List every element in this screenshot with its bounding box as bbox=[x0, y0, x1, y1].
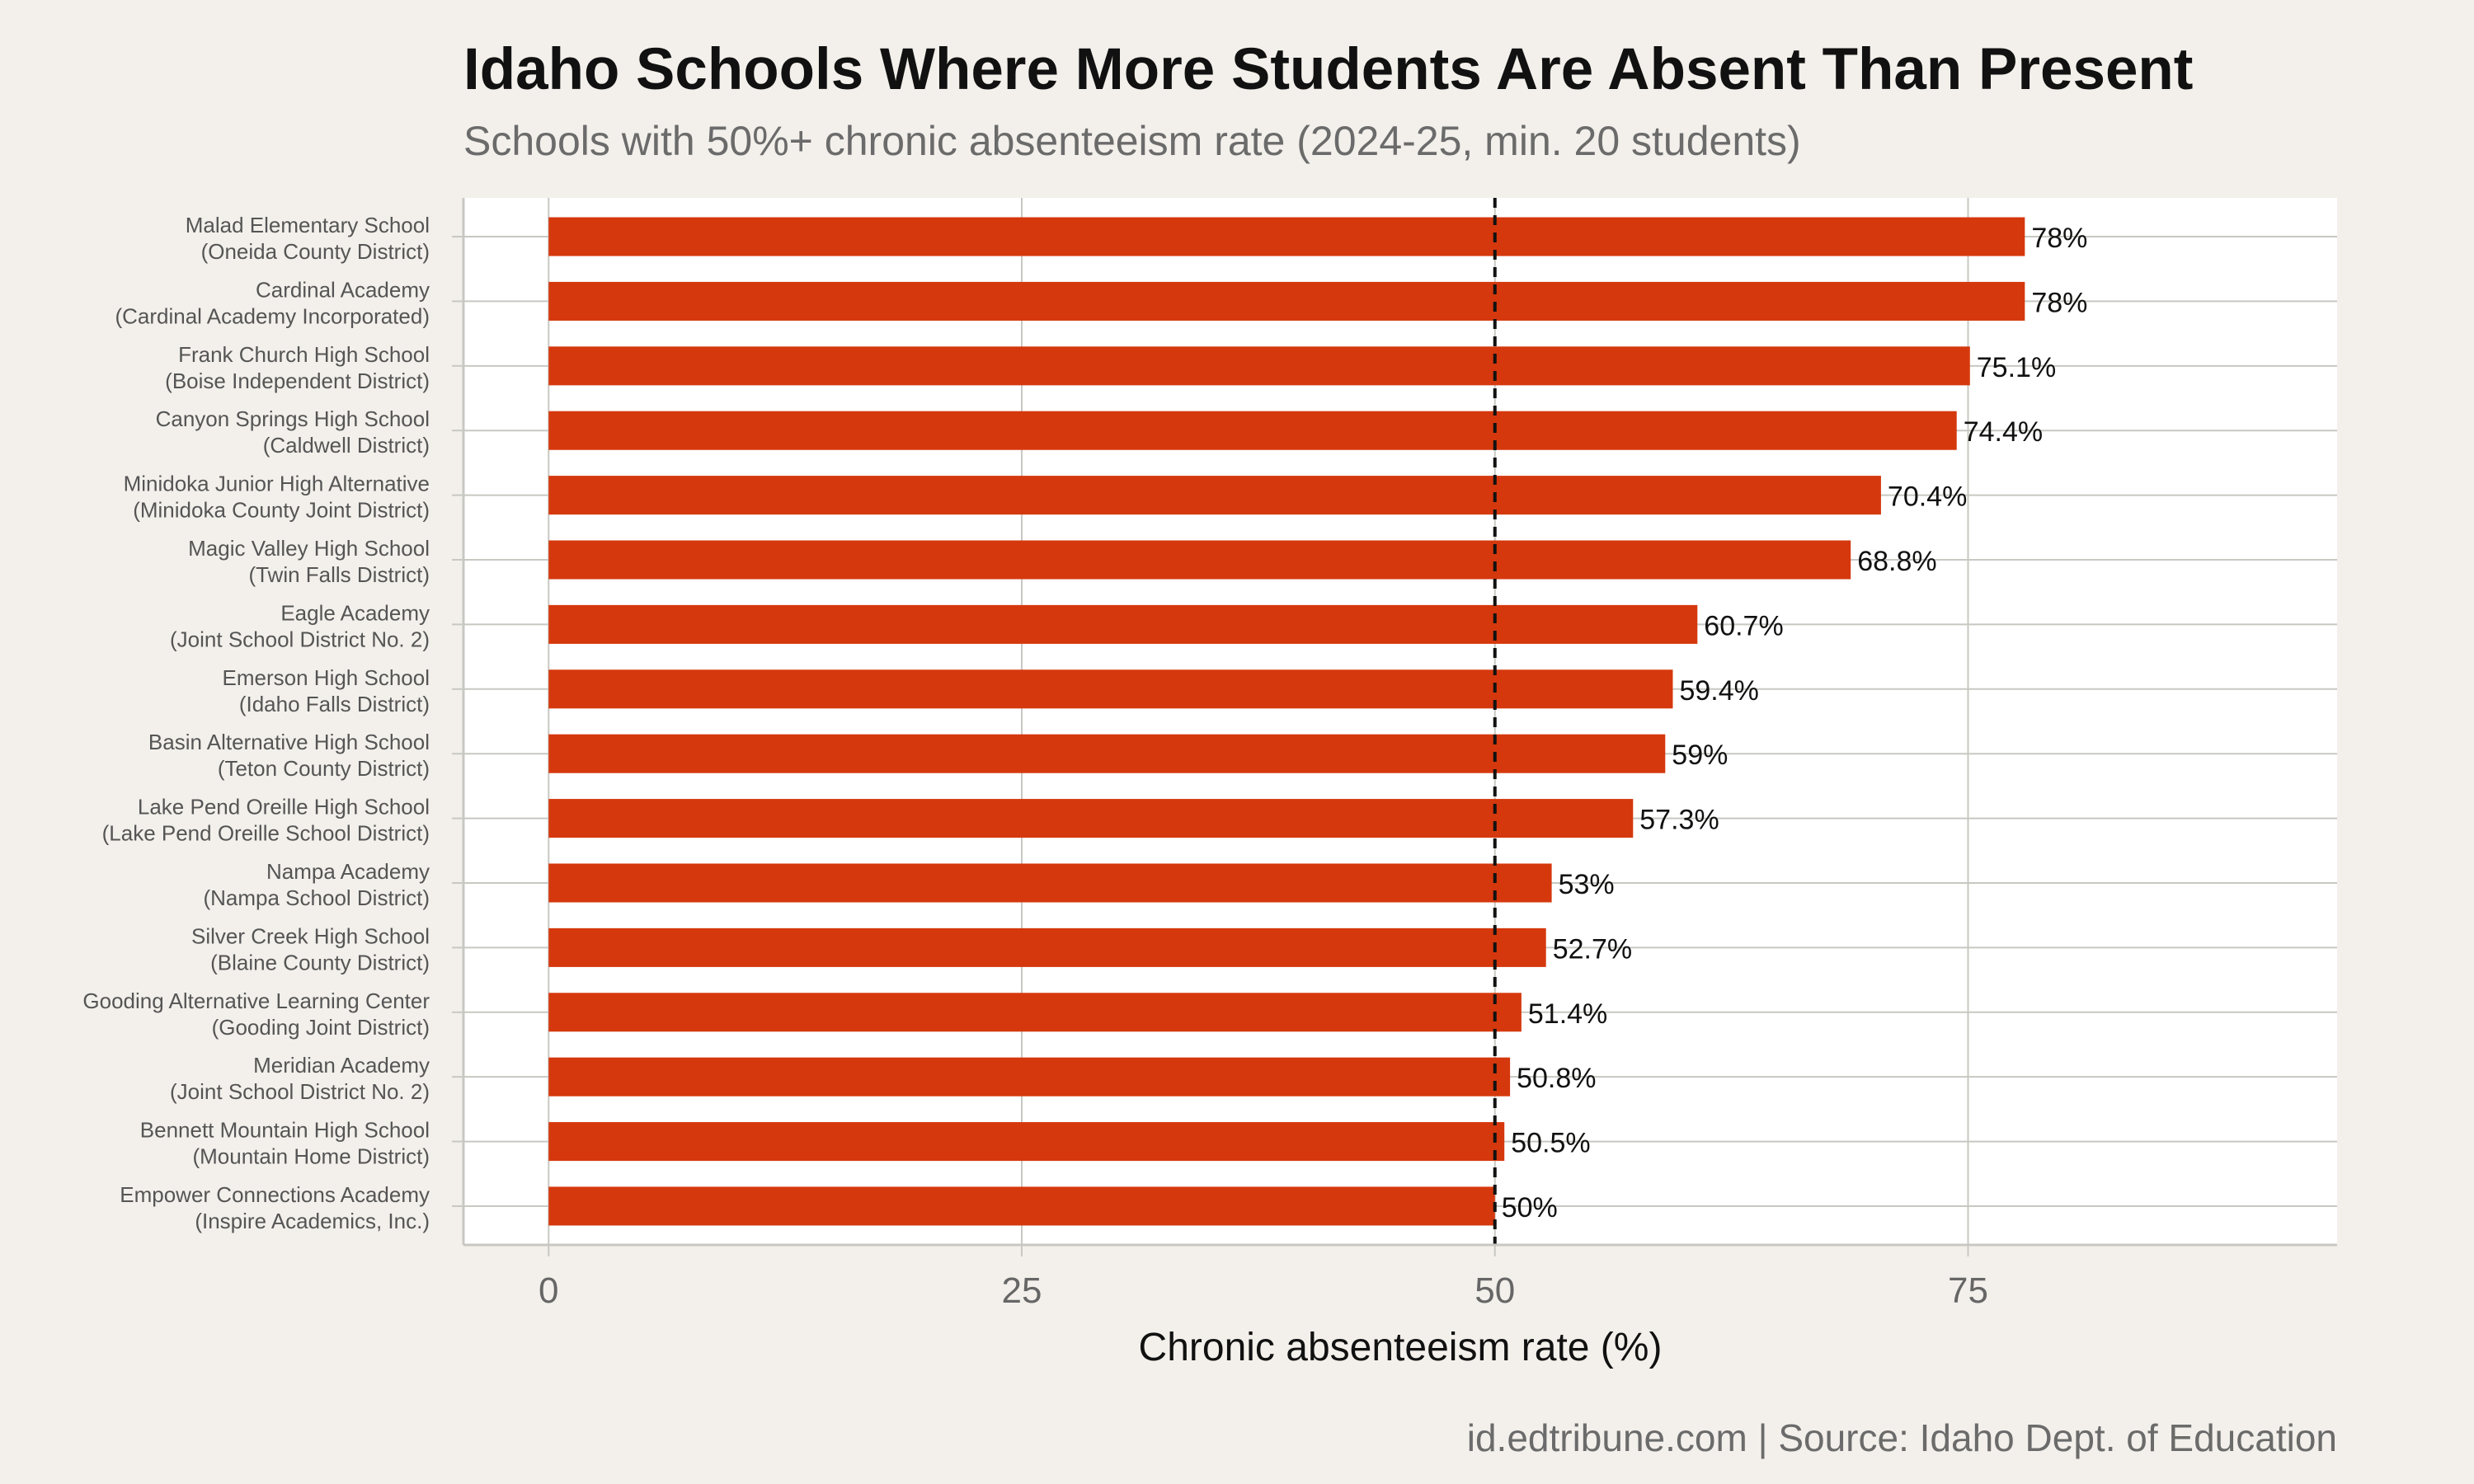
bar bbox=[548, 1057, 1511, 1097]
bar bbox=[548, 1186, 1495, 1226]
category-district: (Twin Falls District) bbox=[248, 562, 430, 587]
x-tick-label: 50 bbox=[1475, 1270, 1515, 1311]
value-label: 50% bbox=[1502, 1192, 1558, 1223]
category-name: Gooding Alternative Learning Center bbox=[82, 989, 430, 1013]
category-district: (Oneida County District) bbox=[201, 239, 430, 264]
x-axis-title: Chronic absenteeism rate (%) bbox=[1139, 1326, 1663, 1369]
bar bbox=[548, 540, 1851, 580]
category-district: (Gooding Joint District) bbox=[212, 1015, 430, 1040]
category-name: Frank Church High School bbox=[178, 342, 430, 367]
category-name: Canyon Springs High School bbox=[156, 406, 430, 431]
category-name: Eagle Academy bbox=[280, 600, 430, 625]
value-label: 74.4% bbox=[1964, 416, 2043, 448]
y-axis-labels: Malad Elementary School(Oneida County Di… bbox=[82, 213, 463, 1233]
value-label: 59.4% bbox=[1679, 675, 1758, 707]
value-label: 50.5% bbox=[1511, 1128, 1590, 1159]
value-labels: 78% 78% 75.1% 74.4% 70.4% 68.8% 60.7% 59.4% 59% 5… bbox=[1502, 223, 2088, 1223]
bar bbox=[548, 863, 1552, 903]
category-district: (Idaho Falls District) bbox=[239, 692, 430, 716]
value-label: 78% bbox=[2031, 287, 2087, 318]
category-district: (Nampa School District) bbox=[203, 885, 430, 910]
category-name: Basin Alternative High School bbox=[148, 730, 430, 754]
caption: id.edtribune.com | Source: Idaho Dept. o… bbox=[1467, 1416, 2337, 1459]
category-name: Bennett Mountain High School bbox=[140, 1118, 430, 1143]
category-district: (Boise Independent District) bbox=[165, 369, 430, 393]
category-name: Empower Connections Academy bbox=[120, 1182, 430, 1207]
category-name: Lake Pend Oreille High School bbox=[138, 795, 430, 819]
value-label: 75.1% bbox=[1977, 352, 2056, 383]
bar bbox=[548, 346, 1970, 386]
value-label: 51.4% bbox=[1528, 998, 1607, 1030]
category-name: Minidoka Junior High Alternative bbox=[124, 472, 430, 496]
bar bbox=[548, 411, 1957, 450]
category-district: (Minidoka County Joint District) bbox=[133, 498, 430, 523]
value-label: 57.3% bbox=[1639, 805, 1719, 836]
bar bbox=[548, 604, 1698, 644]
value-label: 53% bbox=[1559, 869, 1615, 900]
bar bbox=[548, 281, 2025, 321]
bar bbox=[548, 799, 1634, 838]
chart-subtitle: Schools with 50%+ chronic absenteeism ra… bbox=[463, 118, 1801, 164]
x-tick-label: 25 bbox=[1002, 1270, 1042, 1311]
category-district: (Caldwell District) bbox=[263, 433, 430, 458]
category-district: (Inspire Academics, Inc.) bbox=[195, 1209, 430, 1233]
category-district: (Joint School District No. 2) bbox=[170, 1079, 430, 1104]
bar bbox=[548, 1122, 1505, 1162]
x-tick-label: 0 bbox=[539, 1270, 558, 1311]
category-name: Silver Creek High School bbox=[191, 923, 430, 948]
bar bbox=[548, 928, 1546, 967]
value-label: 78% bbox=[2031, 223, 2087, 254]
x-axis-ticks: 0 25 50 75 bbox=[539, 1245, 1988, 1311]
value-label: 52.7% bbox=[1553, 933, 1632, 965]
bar bbox=[548, 217, 2025, 256]
bar bbox=[548, 734, 1666, 773]
x-tick-label: 75 bbox=[1948, 1270, 1988, 1311]
category-district: (Lake Pend Oreille School District) bbox=[102, 821, 430, 846]
value-label: 70.4% bbox=[1888, 481, 1967, 513]
bar bbox=[548, 669, 1673, 709]
value-label: 50.8% bbox=[1517, 1063, 1596, 1094]
bar bbox=[548, 476, 1881, 515]
value-label: 68.8% bbox=[1857, 546, 1936, 577]
category-district: (Teton County District) bbox=[218, 756, 430, 781]
bars bbox=[548, 217, 2025, 1226]
value-label: 60.7% bbox=[1704, 610, 1783, 641]
category-name: Meridian Academy bbox=[253, 1053, 430, 1078]
category-district: (Mountain Home District) bbox=[192, 1144, 430, 1169]
value-label: 59% bbox=[1672, 740, 1728, 771]
category-name: Nampa Academy bbox=[266, 859, 430, 884]
category-name: Cardinal Academy bbox=[256, 277, 430, 302]
category-name: Magic Valley High School bbox=[188, 536, 430, 561]
category-district: (Blaine County District) bbox=[210, 950, 430, 974]
axes bbox=[462, 198, 2337, 1247]
category-district: (Joint School District No. 2) bbox=[170, 627, 430, 651]
category-name: Malad Elementary School bbox=[186, 213, 430, 237]
category-name: Emerson High School bbox=[223, 665, 430, 690]
category-district: (Cardinal Academy Incorporated) bbox=[115, 303, 430, 328]
bar bbox=[548, 993, 1522, 1032]
chart-title: Idaho Schools Where More Students Are Ab… bbox=[463, 37, 2193, 102]
